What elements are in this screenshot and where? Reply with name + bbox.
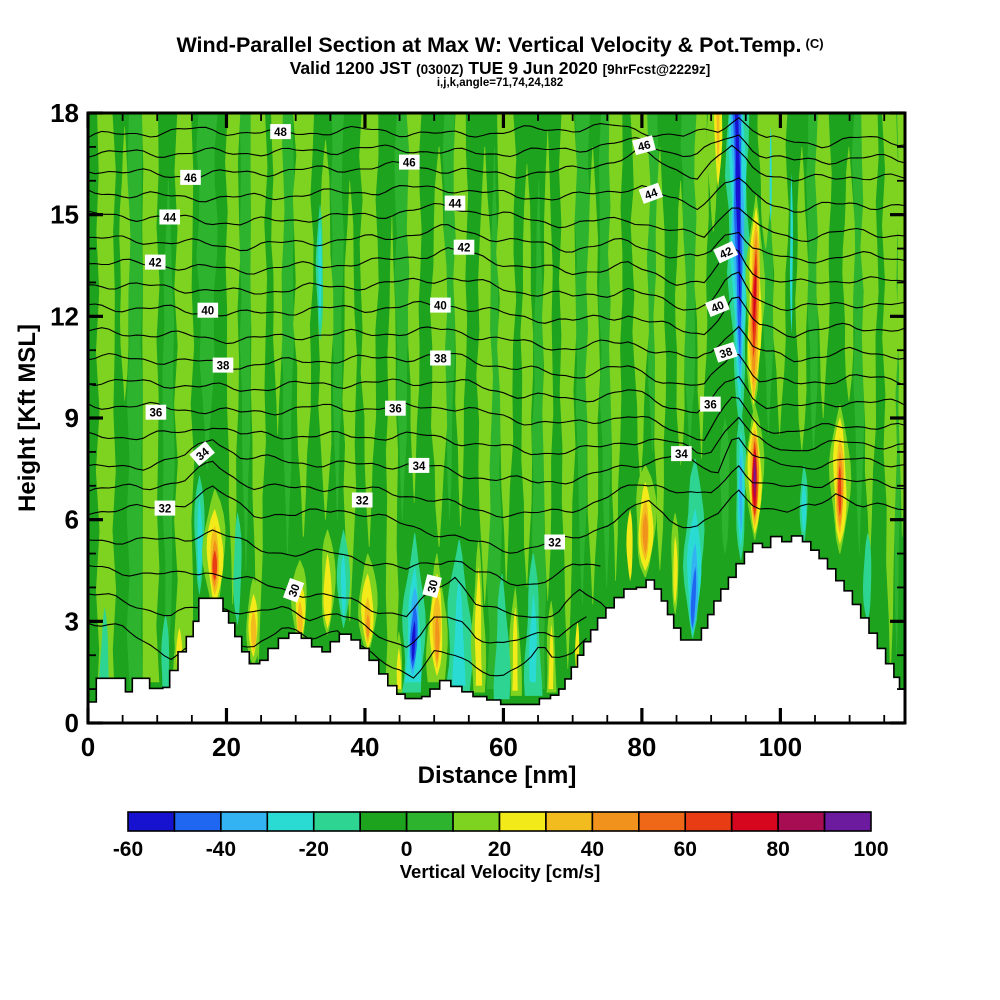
- svg-text:38: 38: [434, 353, 447, 365]
- svg-text:-60: -60: [113, 838, 143, 861]
- y-tick-labels: 0 3 6 9 12 15 18: [50, 98, 79, 738]
- svg-text:46: 46: [184, 173, 197, 185]
- valid-utc: (0300Z): [416, 62, 464, 77]
- valid-label: Valid 1200 JST: [289, 58, 412, 78]
- svg-text:60: 60: [489, 732, 518, 762]
- svg-text:32: 32: [548, 537, 561, 549]
- svg-text:44: 44: [163, 212, 176, 224]
- svg-text:40: 40: [350, 732, 379, 762]
- pot-temp-contours: [89, 116, 904, 679]
- svg-text:42: 42: [458, 243, 471, 255]
- svg-text:0: 0: [401, 838, 413, 861]
- svg-text:18: 18: [50, 98, 79, 128]
- svg-text:38: 38: [217, 361, 230, 373]
- svg-text:32: 32: [159, 504, 172, 516]
- svg-text:42: 42: [149, 258, 162, 270]
- page-title: Wind-Parallel Section at Max W: Vertical…: [0, 33, 1000, 58]
- svg-text:6: 6: [65, 505, 79, 535]
- svg-text:30: 30: [426, 579, 441, 594]
- svg-text:44: 44: [449, 199, 462, 211]
- svg-text:20: 20: [488, 838, 511, 861]
- svg-text:46: 46: [403, 158, 416, 170]
- svg-text:80: 80: [766, 838, 789, 861]
- svg-text:40: 40: [201, 306, 214, 318]
- svg-text:40: 40: [434, 301, 447, 313]
- plot-frame: [86, 111, 907, 725]
- svg-text:46: 46: [637, 139, 652, 154]
- svg-text:0: 0: [65, 708, 79, 738]
- svg-text:38: 38: [718, 346, 734, 362]
- forecast-info: [9hrFcst@2229z]: [602, 62, 711, 77]
- svg-text:3: 3: [65, 606, 79, 636]
- x-tick-labels: 0 20 40 60 80 100: [81, 732, 802, 762]
- svg-text:-20: -20: [299, 838, 329, 861]
- svg-text:40: 40: [710, 300, 726, 316]
- svg-text:36: 36: [150, 408, 163, 420]
- svg-text:42: 42: [718, 245, 735, 261]
- colorbar: -60 -40 -20 0 20 40 60 80 100: [113, 811, 889, 861]
- svg-text:20: 20: [212, 732, 241, 762]
- svg-text:80: 80: [627, 732, 656, 762]
- svg-text:12: 12: [50, 301, 79, 331]
- colorbar-caption: Vertical Velocity [cm/s]: [399, 861, 601, 882]
- svg-text:30: 30: [287, 583, 303, 599]
- svg-text:100: 100: [759, 732, 802, 762]
- valid-time-subtitle: Valid 1200 JST (0300Z) TUE 9 Jun 2020 [9…: [0, 58, 1000, 79]
- svg-text:34: 34: [413, 461, 426, 473]
- svg-text:15: 15: [50, 200, 79, 230]
- terrain-profile: [89, 535, 904, 722]
- title-text: Wind-Parallel Section at Max W: Vertical…: [176, 33, 802, 57]
- svg-text:36: 36: [389, 404, 402, 416]
- svg-text:40: 40: [581, 838, 604, 861]
- svg-text:34: 34: [675, 449, 688, 461]
- svg-text:9: 9: [65, 403, 79, 433]
- title-unit: (C): [805, 36, 824, 51]
- svg-text:32: 32: [356, 495, 369, 507]
- svg-text:60: 60: [674, 838, 697, 861]
- grid-annotation: i,j,k,angle=71,74,24,182: [436, 77, 564, 89]
- svg-text:36: 36: [704, 400, 717, 412]
- svg-text:-40: -40: [206, 838, 236, 861]
- svg-text:0: 0: [81, 732, 95, 762]
- x-axis-title: Distance [nm]: [417, 762, 577, 789]
- svg-text:44: 44: [643, 187, 660, 203]
- valid-date: TUE 9 Jun 2020: [468, 58, 598, 78]
- svg-text:100: 100: [853, 838, 888, 861]
- velocity-fill-field: [89, 114, 904, 722]
- contour-labels: 48 46 46 46 44 44 44 42 42 42 40 40 40 38 38 38 36 36 36 34…: [144, 124, 739, 603]
- svg-text:48: 48: [274, 127, 287, 139]
